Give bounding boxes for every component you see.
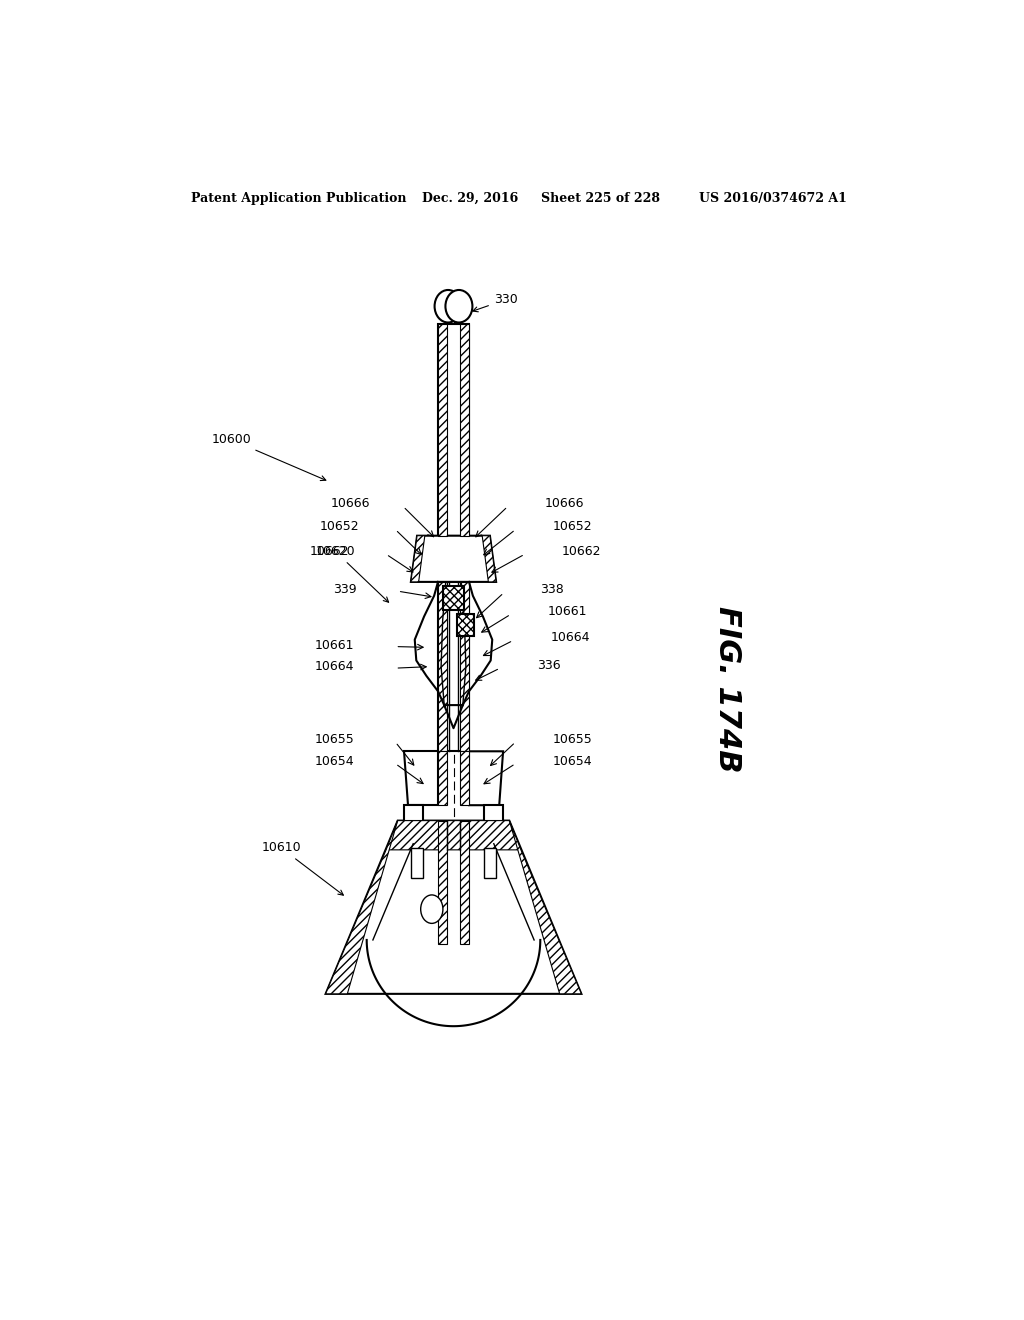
Text: 338: 338 [541, 583, 564, 597]
Text: 10666: 10666 [545, 496, 585, 510]
Text: 10662: 10662 [562, 545, 601, 557]
Bar [442, 586, 464, 610]
Polygon shape [460, 323, 469, 536]
Polygon shape [438, 323, 447, 536]
Polygon shape [482, 536, 496, 582]
Text: Dec. 29, 2016: Dec. 29, 2016 [422, 191, 518, 205]
Polygon shape [438, 751, 447, 805]
Polygon shape [411, 536, 496, 582]
Polygon shape [483, 805, 503, 821]
Text: 10610: 10610 [261, 841, 343, 895]
Text: 10654: 10654 [553, 755, 592, 768]
Text: 10600: 10600 [212, 433, 326, 480]
Bar [457, 614, 474, 636]
Text: 339: 339 [333, 583, 356, 597]
Text: 10655: 10655 [553, 733, 593, 746]
Text: Sheet 225 of 228: Sheet 225 of 228 [541, 191, 659, 205]
Polygon shape [326, 821, 582, 994]
Text: 10662: 10662 [309, 545, 349, 557]
Text: 10652: 10652 [553, 520, 592, 533]
Text: FIG. 174B: FIG. 174B [713, 606, 741, 772]
Polygon shape [460, 582, 469, 751]
Polygon shape [438, 323, 469, 536]
Text: 10654: 10654 [314, 755, 354, 768]
Text: 10620: 10620 [315, 545, 388, 602]
Polygon shape [411, 536, 425, 582]
Polygon shape [403, 751, 438, 805]
Text: 10655: 10655 [314, 733, 354, 746]
Bar [457, 614, 474, 636]
Text: US 2016/0374672 A1: US 2016/0374672 A1 [699, 191, 847, 205]
Bar [411, 847, 423, 878]
Polygon shape [509, 821, 582, 994]
Text: 10652: 10652 [319, 520, 359, 533]
Polygon shape [460, 821, 469, 944]
Bar [483, 847, 496, 878]
Polygon shape [438, 582, 447, 751]
Text: 10664: 10664 [314, 660, 354, 673]
Text: 10666: 10666 [331, 496, 370, 510]
Text: 336: 336 [538, 659, 561, 672]
Polygon shape [438, 821, 447, 944]
Text: 10661: 10661 [548, 605, 588, 618]
Polygon shape [403, 805, 423, 821]
Ellipse shape [445, 290, 472, 322]
Bar [442, 586, 464, 610]
Polygon shape [386, 821, 521, 850]
Text: 330: 330 [473, 293, 517, 312]
Text: Patent Application Publication: Patent Application Publication [191, 191, 407, 205]
Polygon shape [326, 821, 397, 994]
Polygon shape [469, 751, 503, 805]
Polygon shape [460, 751, 469, 805]
Circle shape [421, 895, 443, 924]
Ellipse shape [434, 290, 462, 322]
Text: 10664: 10664 [550, 631, 590, 644]
Polygon shape [438, 582, 469, 751]
Text: 10661: 10661 [314, 639, 354, 652]
